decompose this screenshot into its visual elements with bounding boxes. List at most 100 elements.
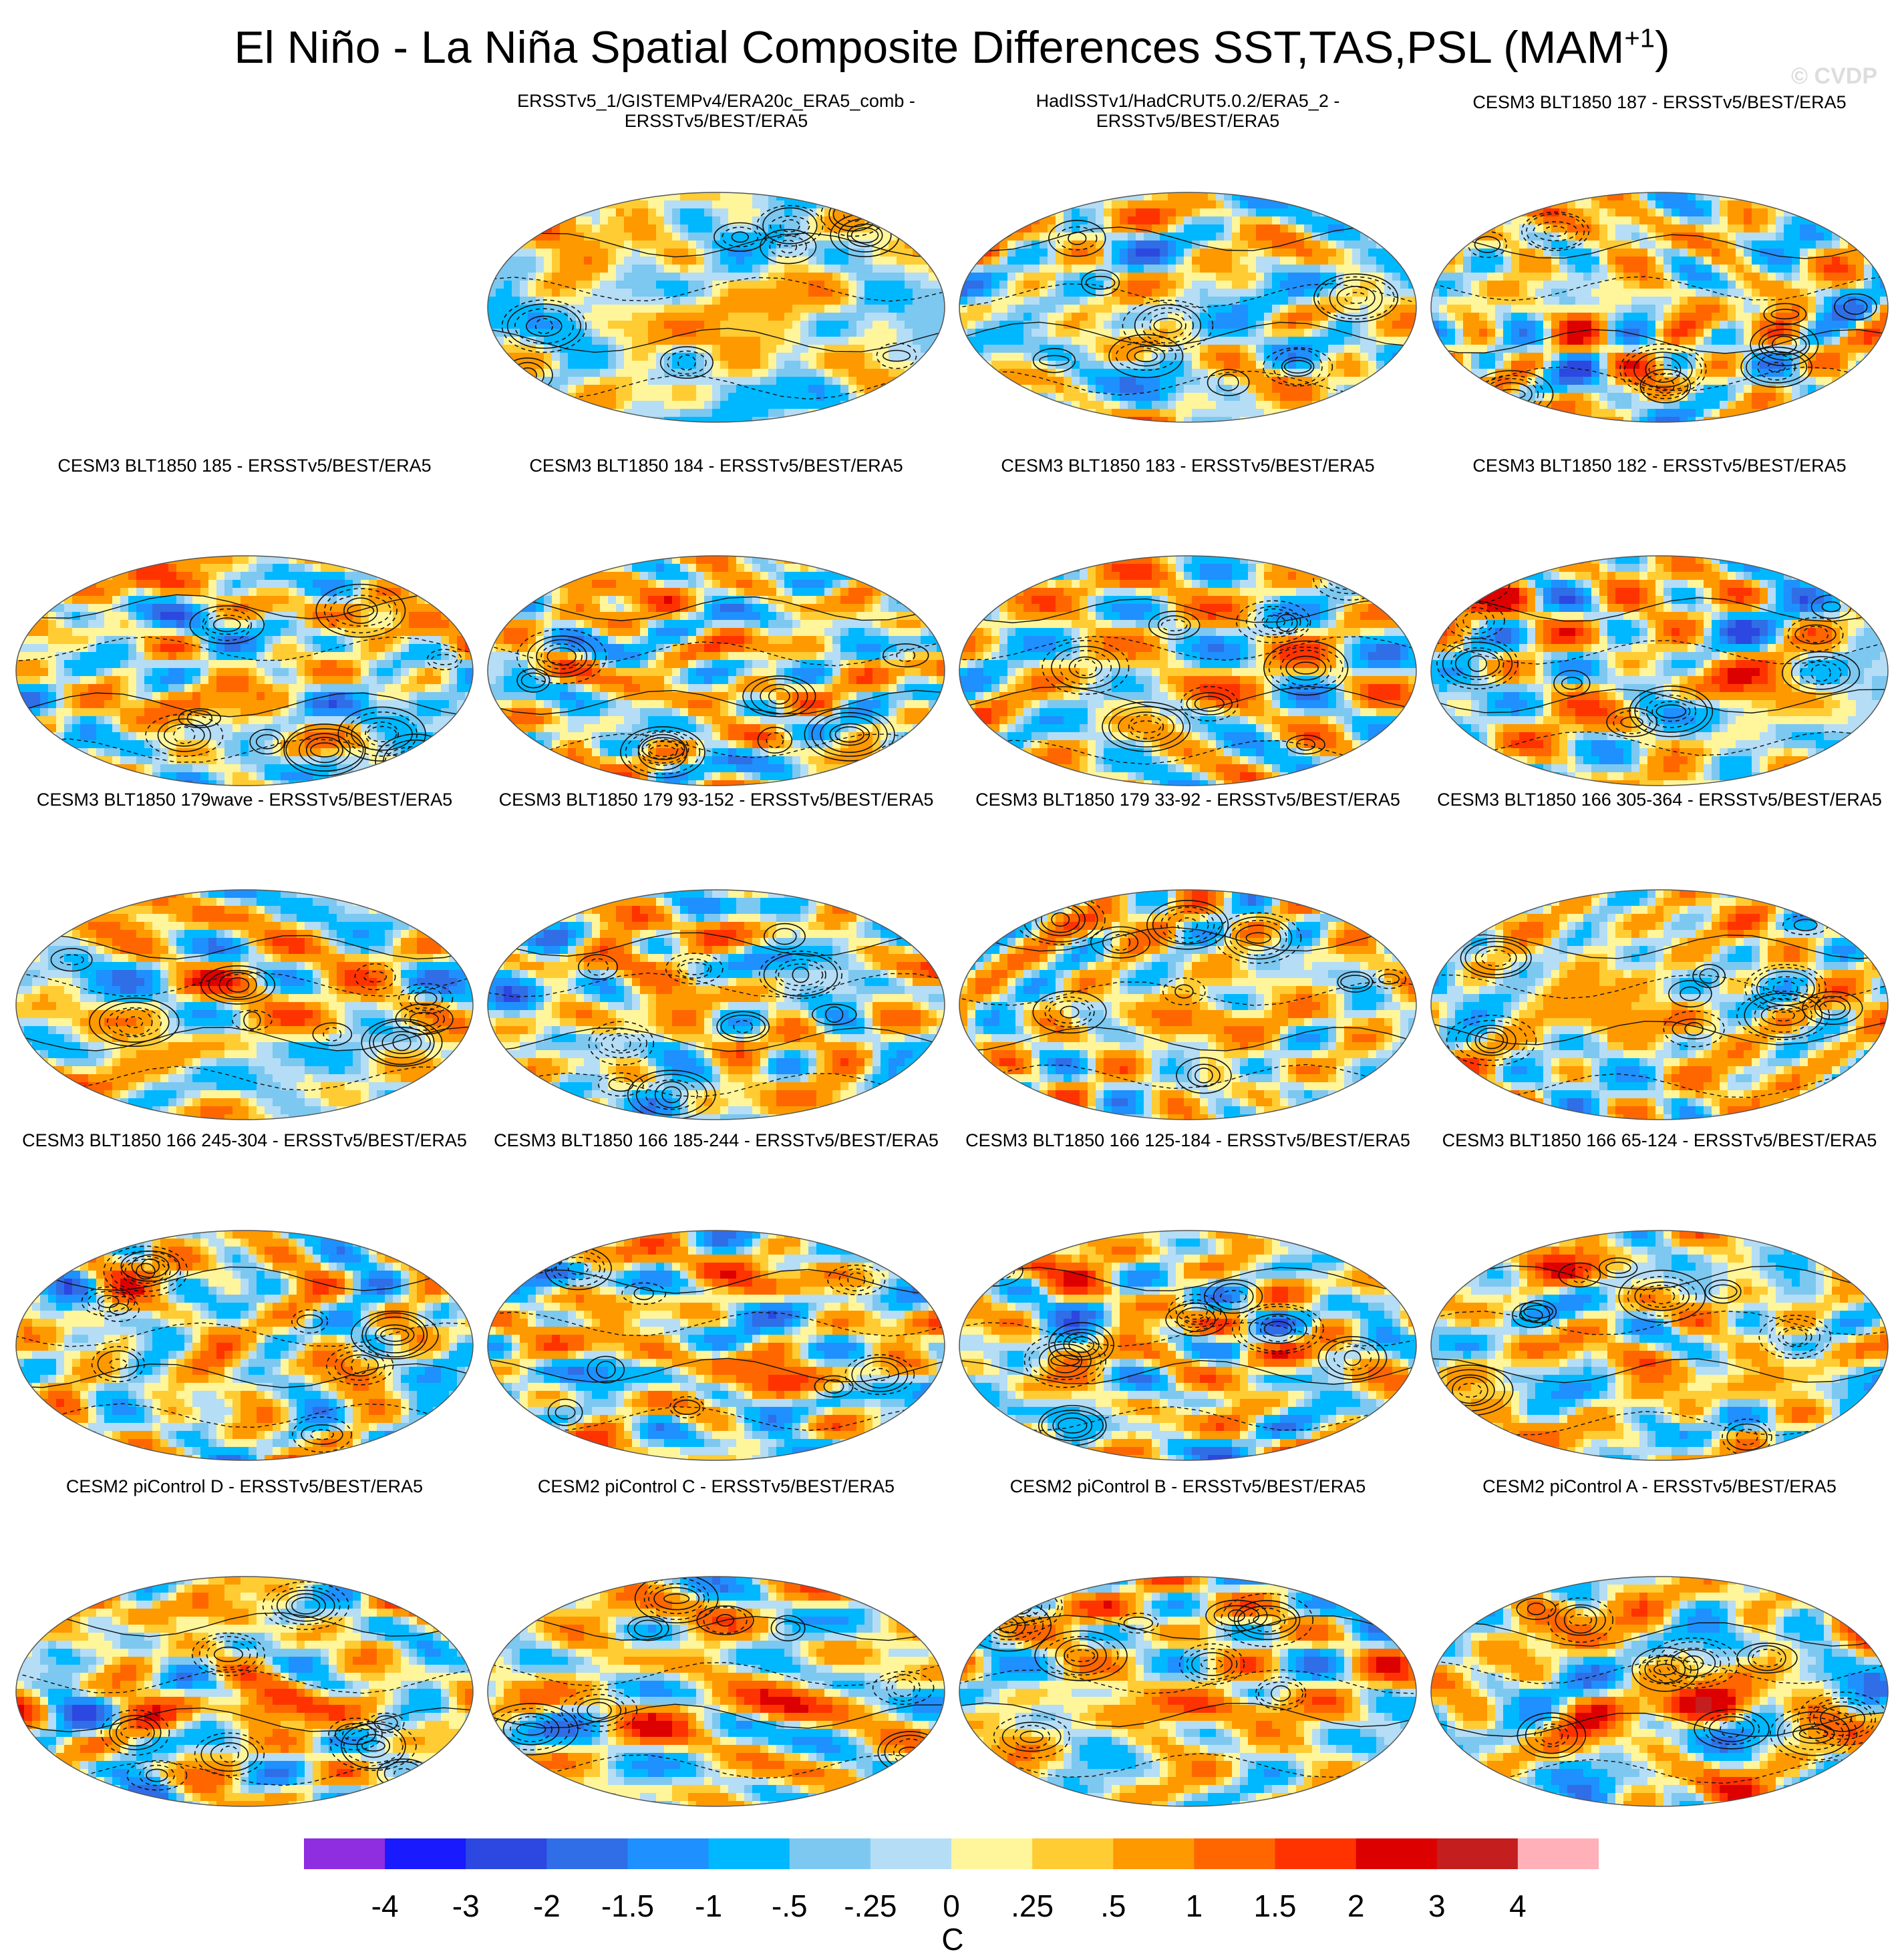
psl-contour [1752,1649,1782,1667]
psl-contour [213,1646,244,1663]
psl-contour [1790,656,1851,690]
psl-contour [635,1074,707,1116]
psl-contour [1772,981,1798,996]
psl-contour [16,972,471,997]
psl-contour [1431,640,1886,665]
colorbar-tick-label: 4 [1509,1888,1527,1924]
psl-contour [716,1614,735,1627]
psl-contour [1285,655,1327,681]
psl-contour [488,931,943,957]
psl-contour [1770,309,1800,320]
psl-contour [1048,1000,1091,1024]
panel-title: CESM3 BLT1850 185 - ERSSTv5/BEST/ERA5 [12,456,477,476]
psl-contour [431,653,458,665]
psl-contour [1634,1281,1690,1311]
psl-contour [337,706,426,762]
map-svg [487,889,945,1120]
psl-contour [208,969,268,1000]
psl-contour [595,1360,616,1379]
psl-contour [488,972,943,998]
psl-contour [760,228,817,265]
psl-contour [1038,1343,1092,1378]
map-field [488,890,945,1120]
psl-contour [1740,346,1812,388]
psl-contour [1644,1655,1686,1683]
map-svg [959,192,1417,423]
map-field [488,556,945,786]
psl-contour [1224,916,1293,960]
psl-contour [1762,334,1807,355]
psl-contour [285,1593,326,1619]
psl-contour [959,321,1414,347]
psl-contour [514,308,574,345]
psl-contour [520,672,546,689]
map-panel: CESM3 BLT1850 179wave - ERSSTv5/BEST/ERA… [12,790,477,1137]
psl-contour [981,1586,1059,1626]
psl-contour [1653,1663,1677,1675]
psl-contour [679,962,709,975]
psl-contour [1771,1009,1795,1022]
map-outline [959,555,1417,786]
psl-contour [1665,1647,1722,1679]
psl-contour [1605,1261,1631,1274]
psl-contour [1134,304,1202,347]
psl-contour [567,1262,589,1275]
psl-contour [1645,356,1682,383]
psl-contour [1048,1347,1083,1373]
psl-contour [654,1081,689,1108]
colorbar-tick-label: 0 [943,1888,960,1924]
psl-contour [16,738,471,764]
psl-contour [301,1424,343,1445]
psl-contour [872,1671,935,1705]
psl-contour [1126,345,1166,367]
colorbar-tick-label: -2 [533,1888,561,1924]
psl-contour [91,1345,145,1383]
colorbar-swatch [1194,1838,1275,1869]
colorbar-tick-label: -1.5 [601,1888,654,1924]
psl-contour [1325,1339,1380,1376]
panel-title: ERSSTv5_1/GISTEMPv4/ERA20c_ERA5_comb - E… [484,91,949,131]
psl-contour [120,1726,150,1740]
map-field [1431,192,1888,422]
psl-contour [354,963,396,991]
map-panel: CESM3 BLT1850 187 - ERSSTv5/BEST/ERA5 [1427,92,1892,440]
colorbar-tick-label: -4 [371,1888,399,1924]
psl-contour [283,723,366,777]
colorbar-swatch [1436,1838,1519,1869]
psl-contour [825,1006,844,1023]
psl-contour [959,981,1414,1006]
map-field [959,1231,1416,1460]
psl-contour [1028,1341,1102,1380]
panel-title: CESM3 BLT1850 166 125-184 - ERSSTv5/BEST… [955,1130,1420,1150]
psl-contour [860,1360,899,1389]
psl-contour [1041,1410,1104,1442]
psl-contour [804,707,895,762]
psl-contour [1001,1722,1062,1752]
psl-contour [779,239,798,254]
psl-contour [212,617,241,633]
psl-contour [1057,226,1098,251]
psl-contour [100,1709,170,1756]
psl-contour [1059,650,1112,685]
psl-contour [959,1359,1414,1385]
psl-contour [1336,285,1376,311]
map-panel: CESM3 BLT1850 179 93-152 - ERSSTv5/BEST/… [484,790,949,1137]
psl-contour [1276,614,1298,633]
psl-contour [292,1416,352,1453]
psl-contour [587,1701,612,1719]
psl-contour [1527,1603,1546,1615]
psl-contour [243,1011,261,1029]
psl-contour [1074,659,1097,677]
psl-contour [404,1007,445,1031]
psl-contour [492,1707,570,1751]
psl-contour [186,709,213,727]
psl-contour [173,726,196,744]
map-svg [959,555,1417,786]
psl-contour [526,315,563,337]
psl-contour [869,1367,891,1381]
psl-contour [1436,637,1519,689]
map-outline [15,555,474,786]
psl-contour [1344,291,1368,305]
psl-contour [959,370,1414,396]
psl-contour [959,205,1017,235]
